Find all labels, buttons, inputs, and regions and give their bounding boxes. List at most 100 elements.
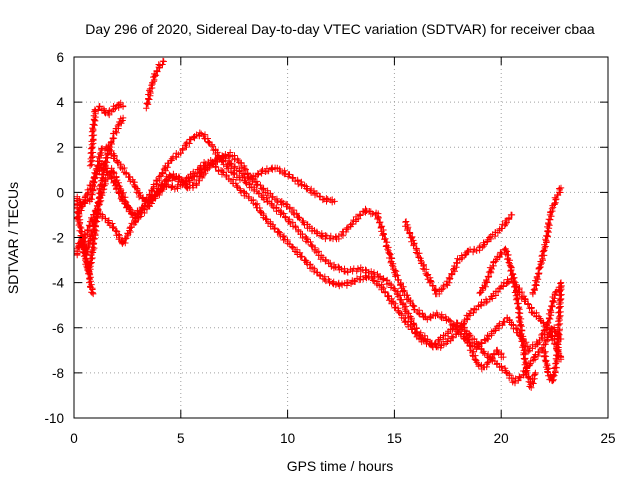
data-point	[274, 198, 276, 200]
data-point	[558, 327, 560, 329]
data-point	[175, 175, 178, 178]
data-point	[483, 367, 485, 369]
data-point	[299, 218, 302, 221]
data-point	[120, 103, 122, 105]
data-point	[103, 110, 105, 112]
data-point	[222, 162, 225, 164]
data-point	[218, 169, 220, 171]
data-point	[517, 304, 519, 306]
data-point	[321, 257, 323, 259]
data-point	[376, 214, 378, 216]
axis-ticks: 0 5 10 15 20 25 -10 -8 -6 -4 -2 0 2 4 6	[44, 50, 615, 446]
data-point	[479, 304, 481, 306]
data-point	[152, 187, 154, 189]
data-point	[496, 349, 498, 351]
series-track-12	[539, 279, 565, 385]
data-point	[425, 273, 428, 275]
data-series	[73, 57, 565, 391]
series-track-7	[143, 57, 167, 112]
data-point	[462, 336, 464, 338]
x-tick-label: 5	[177, 431, 185, 446]
data-point	[158, 65, 161, 67]
data-point	[385, 241, 387, 243]
data-point	[207, 160, 210, 162]
data-point	[427, 340, 430, 342]
data-point	[212, 146, 214, 148]
data-point	[479, 293, 481, 295]
data-point	[282, 214, 284, 216]
series-markers	[476, 245, 539, 391]
data-point	[329, 282, 331, 284]
data-point	[261, 187, 263, 189]
data-point	[393, 304, 395, 306]
y-tick-label: -10	[44, 411, 64, 426]
data-point	[359, 268, 361, 270]
data-point	[436, 313, 438, 315]
y-axis-label: SDTVAR / TECUs	[5, 182, 21, 294]
data-point	[560, 187, 562, 189]
data-point	[160, 173, 163, 175]
data-point	[485, 282, 487, 284]
data-point	[543, 345, 545, 347]
data-point	[556, 360, 558, 363]
data-point	[551, 327, 554, 329]
data-point	[195, 185, 197, 187]
data-point	[143, 205, 146, 207]
data-point	[233, 173, 235, 175]
data-point	[372, 273, 374, 275]
data-point	[186, 182, 188, 184]
data-point	[316, 273, 319, 275]
data-point	[122, 117, 124, 119]
data-point	[312, 191, 314, 193]
data-point	[96, 209, 99, 212]
data-point	[539, 340, 541, 342]
series-track-6	[86, 99, 127, 169]
data-point	[363, 209, 366, 212]
data-point	[521, 374, 524, 376]
data-point	[107, 151, 109, 153]
data-point	[355, 279, 357, 281]
data-point	[368, 275, 370, 277]
data-point	[86, 259, 88, 261]
data-point	[92, 128, 94, 130]
x-tick-label: 0	[70, 431, 78, 446]
data-point	[342, 284, 344, 286]
data-point	[139, 196, 141, 198]
series-markers	[529, 184, 565, 298]
data-point	[269, 203, 272, 205]
data-point	[90, 198, 92, 200]
data-point	[534, 372, 536, 374]
data-point	[464, 331, 466, 333]
data-point	[532, 311, 534, 313]
data-point	[92, 180, 94, 182]
data-point	[468, 313, 470, 315]
data-point	[447, 282, 449, 284]
data-point	[551, 381, 554, 383]
data-point	[295, 227, 297, 230]
data-point	[477, 363, 479, 365]
data-point	[150, 87, 152, 90]
y-tick-label: 6	[56, 50, 64, 65]
data-point	[470, 336, 472, 338]
data-point	[528, 349, 530, 351]
x-tick-label: 20	[494, 431, 509, 446]
data-point	[169, 173, 171, 175]
data-point	[154, 74, 156, 76]
data-point	[560, 282, 562, 284]
data-point	[312, 230, 314, 232]
data-point	[393, 270, 395, 272]
data-point	[197, 169, 199, 171]
data-point	[190, 137, 193, 139]
data-point	[489, 358, 492, 360]
data-point	[554, 200, 556, 202]
y-tick-label: 4	[56, 95, 64, 110]
data-point	[507, 318, 509, 320]
data-point	[543, 322, 545, 324]
data-point	[500, 286, 502, 288]
data-point	[436, 293, 438, 295]
data-point	[92, 293, 94, 295]
data-point	[240, 171, 242, 173]
data-point	[521, 295, 524, 297]
data-point	[380, 286, 383, 288]
data-point	[180, 151, 182, 153]
